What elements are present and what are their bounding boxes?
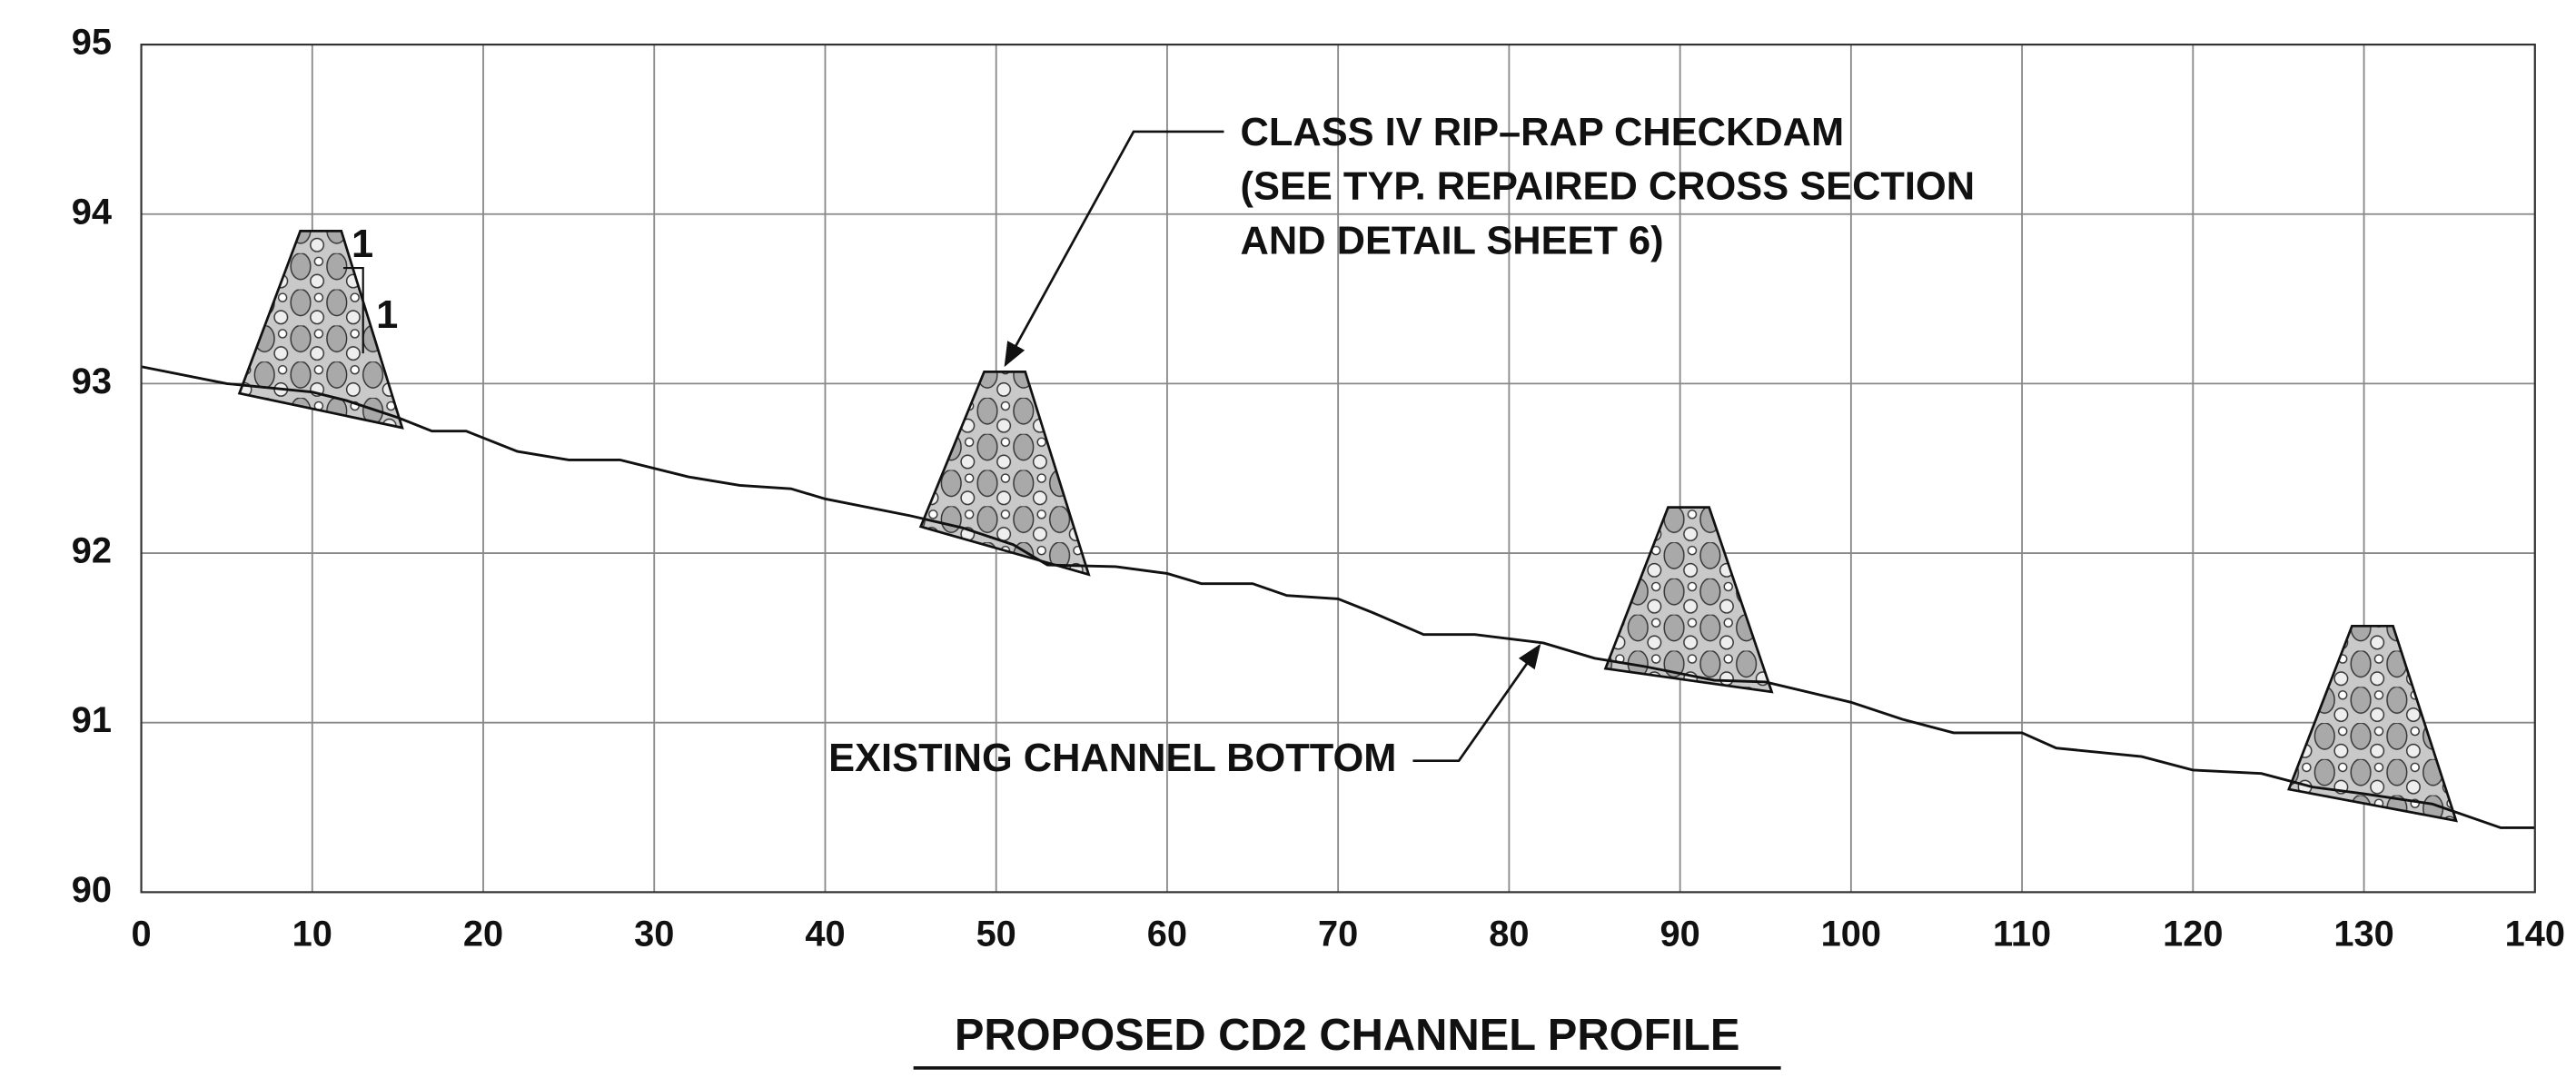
slope-label: 1 — [376, 293, 398, 337]
leader-line — [1004, 130, 1224, 368]
checkdam — [1603, 506, 1774, 694]
x-tick-label: 80 — [1489, 915, 1529, 954]
x-tick-label: 10 — [292, 915, 332, 954]
x-tick-label: 40 — [805, 915, 845, 954]
plot-area: 0 10 20 30 40 50 60 70 80 90 100 110 120 130 140 90 91 92… — [72, 23, 2565, 954]
x-tick-label: 60 — [1147, 915, 1187, 954]
slope-label: 1 — [352, 223, 373, 266]
slope-bracket — [343, 266, 364, 354]
annotation: CLASS IV RIP–RAP CHECKDAM — [1241, 111, 1845, 154]
y-tick-label: 92 — [72, 531, 112, 571]
checkdam — [237, 230, 404, 430]
x-tick-label: 120 — [2163, 915, 2223, 954]
y-tick-label: 93 — [72, 361, 112, 401]
x-tick-label: 90 — [1660, 915, 1700, 954]
x-tick-label: 140 — [2505, 915, 2565, 954]
checkdam — [918, 370, 1091, 577]
x-tick-label: 100 — [1821, 915, 1881, 954]
x-tick-label: 0 — [131, 915, 151, 954]
annotation: (SEE TYP. REPAIRED CROSS SECTION — [1241, 165, 1976, 209]
x-tick-label: 110 — [1993, 915, 2051, 954]
channel-line — [141, 365, 2535, 829]
x-tick-label: 30 — [634, 915, 674, 954]
chart-title: PROPOSED CD2 CHANNEL PROFILE — [955, 1011, 1740, 1060]
x-tick-label: 20 — [463, 915, 503, 954]
checkdam — [2287, 624, 2459, 823]
x-tick-label: 70 — [1318, 915, 1358, 954]
y-tick-label: 91 — [72, 700, 112, 740]
y-tick-label: 94 — [72, 192, 112, 232]
y-tick-label: 95 — [72, 23, 112, 63]
annotation: AND DETAIL SHEET 6) — [1241, 219, 1664, 262]
leader-line — [1412, 643, 1541, 763]
plot-frame — [140, 44, 2536, 894]
x-tick-label: 50 — [976, 915, 1016, 954]
x-tick-label: 130 — [2333, 915, 2393, 954]
y-tick-label: 90 — [72, 870, 112, 910]
legend-label: EXISTING CHANNEL BOTTOM — [828, 737, 1396, 780]
